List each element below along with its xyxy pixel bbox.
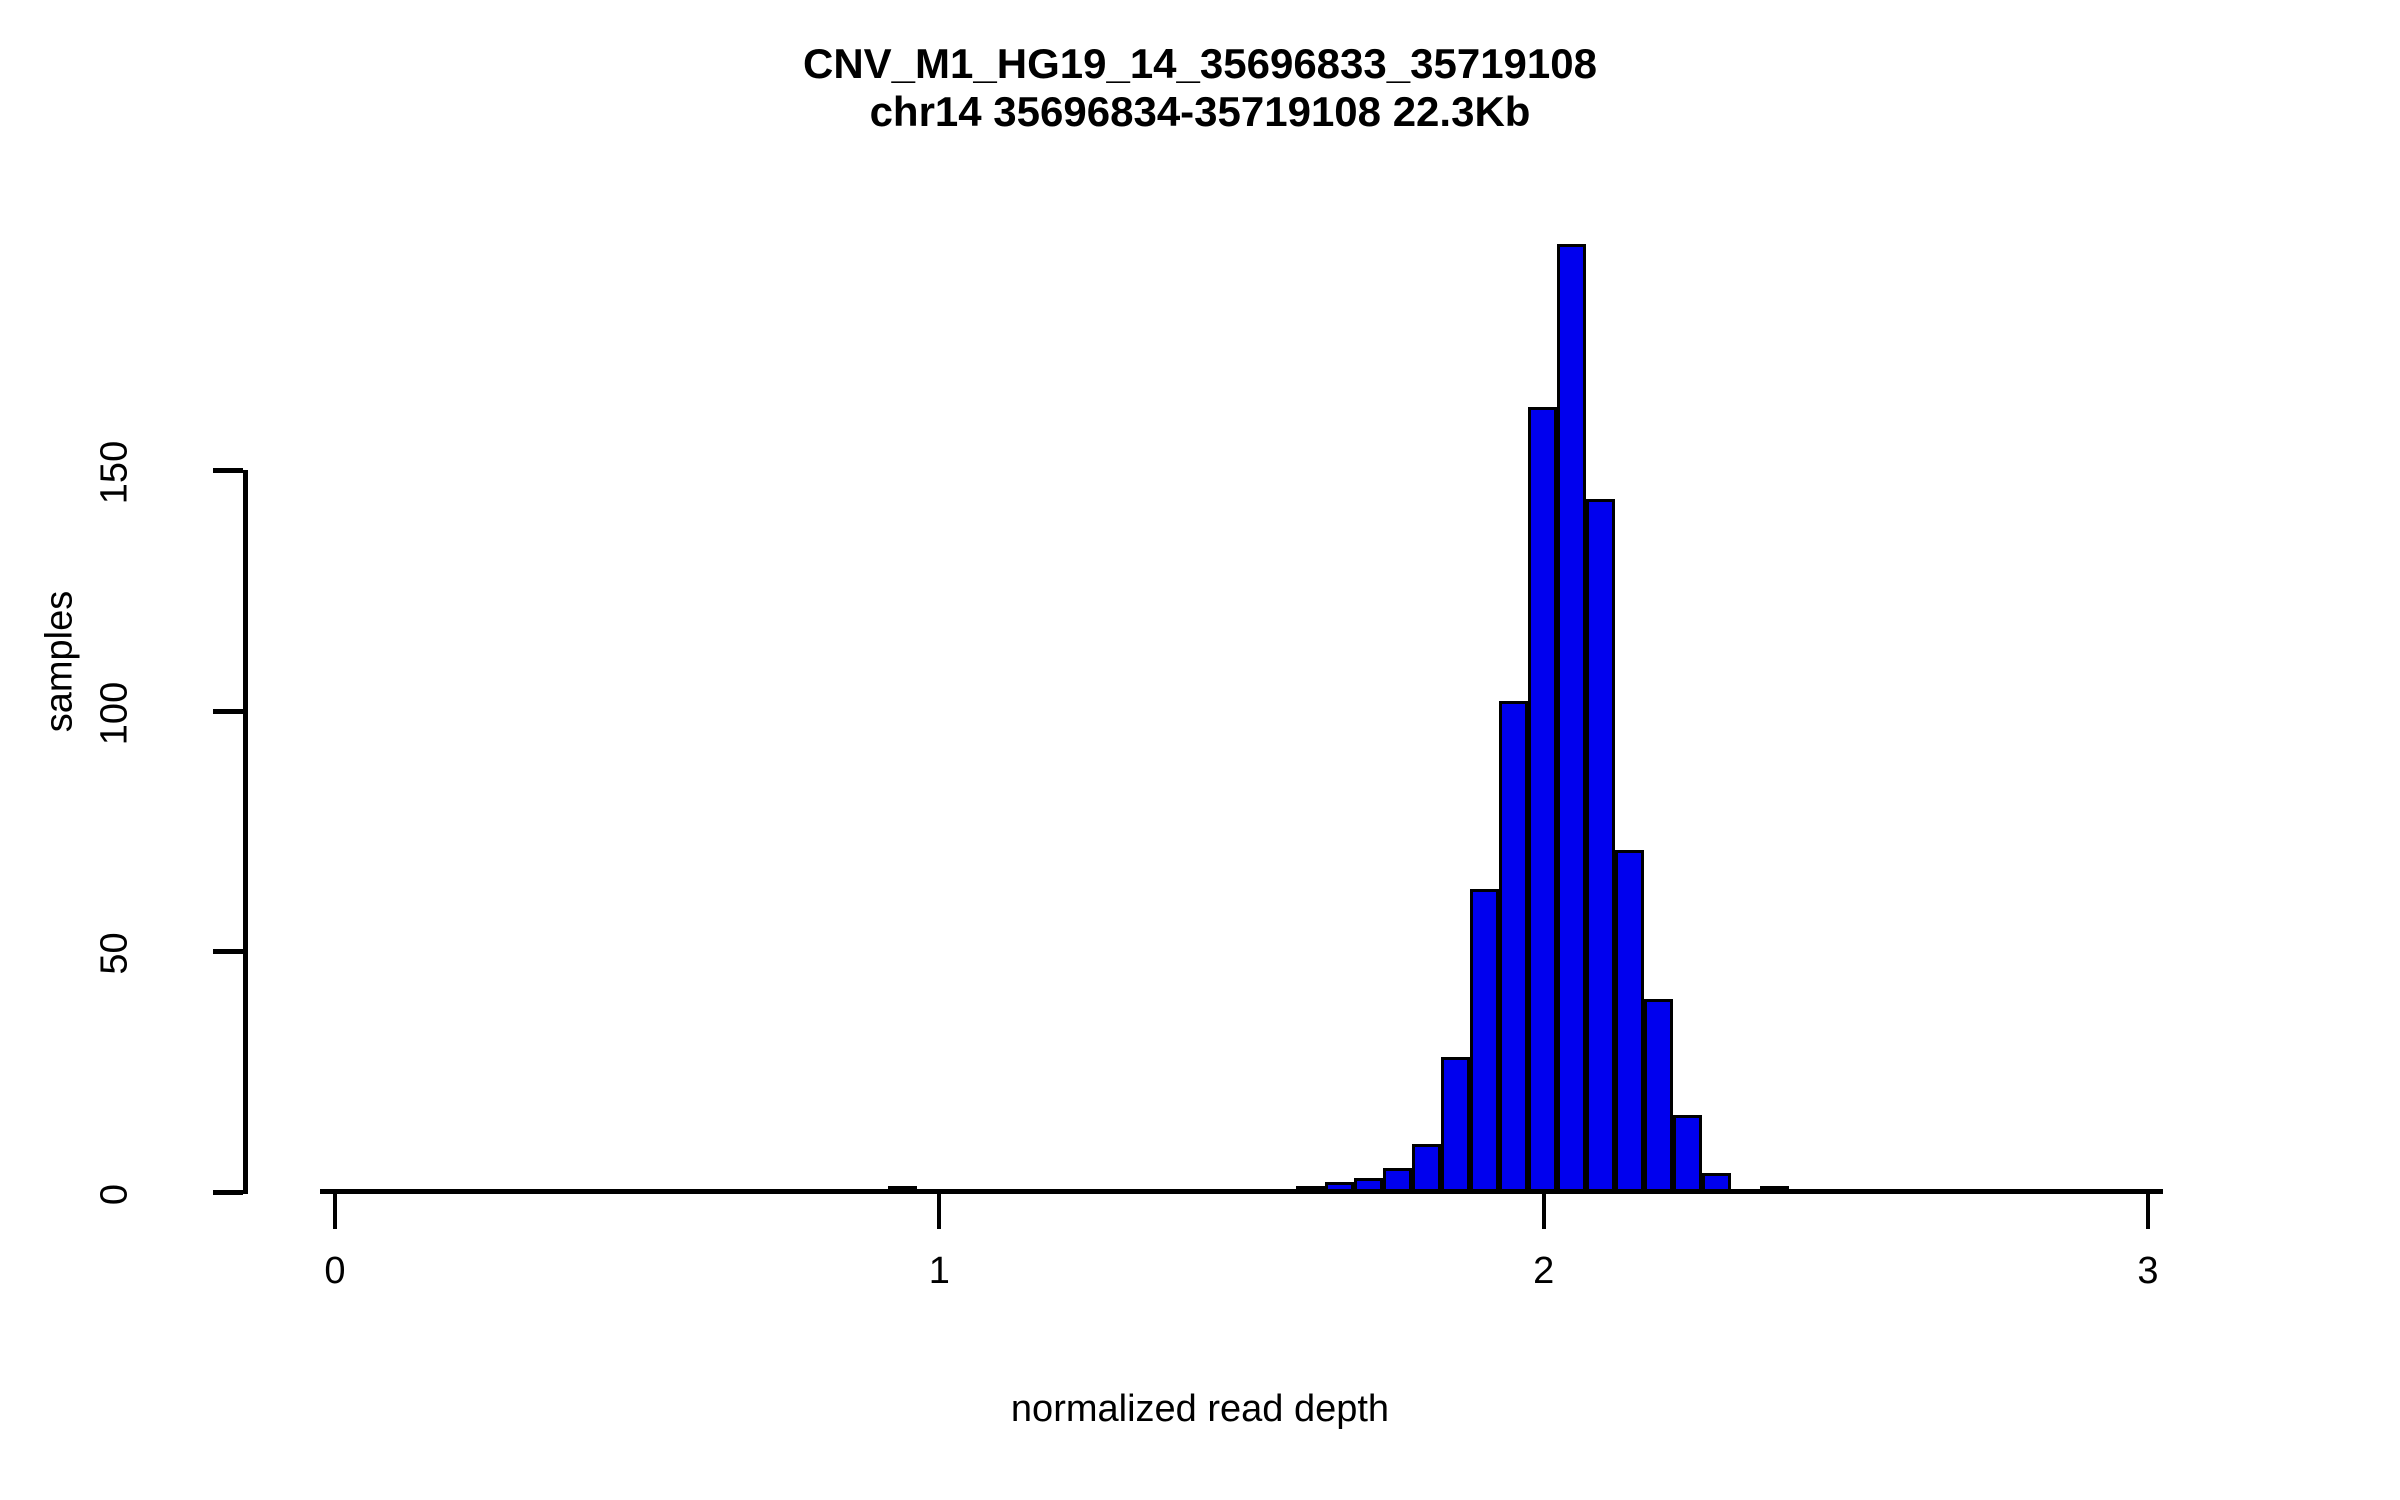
x-tick-label-3: 3: [2137, 1250, 2159, 1292]
histogram-bar: [1469, 888, 1499, 1192]
x-axis-line: [320, 1189, 2163, 1194]
y-tick-50: [213, 949, 243, 955]
histogram-bar: [1585, 498, 1615, 1192]
histogram-bar: [1498, 701, 1528, 1192]
histogram-bar: [1760, 1186, 1790, 1192]
x-tick-1: [937, 1193, 942, 1229]
histogram-bar: [1324, 1182, 1354, 1192]
histogram-bar: [1672, 1114, 1702, 1192]
y-tick-0: [213, 1190, 243, 1195]
histogram-bar: [1702, 1172, 1731, 1192]
histogram-bar: [1614, 850, 1644, 1192]
histogram-bar: [1353, 1177, 1383, 1192]
histogram-bar: [1382, 1167, 1412, 1192]
x-tick-label-1: 1: [928, 1250, 950, 1292]
y-axis-line: [243, 470, 248, 1194]
x-tick-2: [1541, 1193, 1546, 1229]
plot-title-line-1: CNV_M1_HG19_14_35696833_35719108: [803, 40, 1597, 87]
x-axis-label: normalized read depth: [1010, 1388, 1390, 1430]
histogram-bar: [1411, 1143, 1441, 1192]
x-tick-label-0: 0: [324, 1250, 346, 1292]
y-tick-150: [213, 468, 243, 473]
histogram-bar: [1295, 1186, 1325, 1192]
histogram-bar: [887, 1186, 917, 1192]
histogram-bar: [1440, 1057, 1470, 1192]
plot-title-line-2: chr14 35696834-35719108 22.3Kb: [869, 88, 1531, 135]
x-tick-label-2: 2: [1533, 1250, 1555, 1292]
histogram-bar: [1527, 407, 1557, 1192]
x-tick-3: [2146, 1193, 2150, 1229]
x-tick-0: [333, 1193, 337, 1229]
histogram-bar: [1643, 999, 1673, 1192]
y-tick-100: [213, 708, 243, 714]
histogram-bar: [1556, 243, 1586, 1192]
